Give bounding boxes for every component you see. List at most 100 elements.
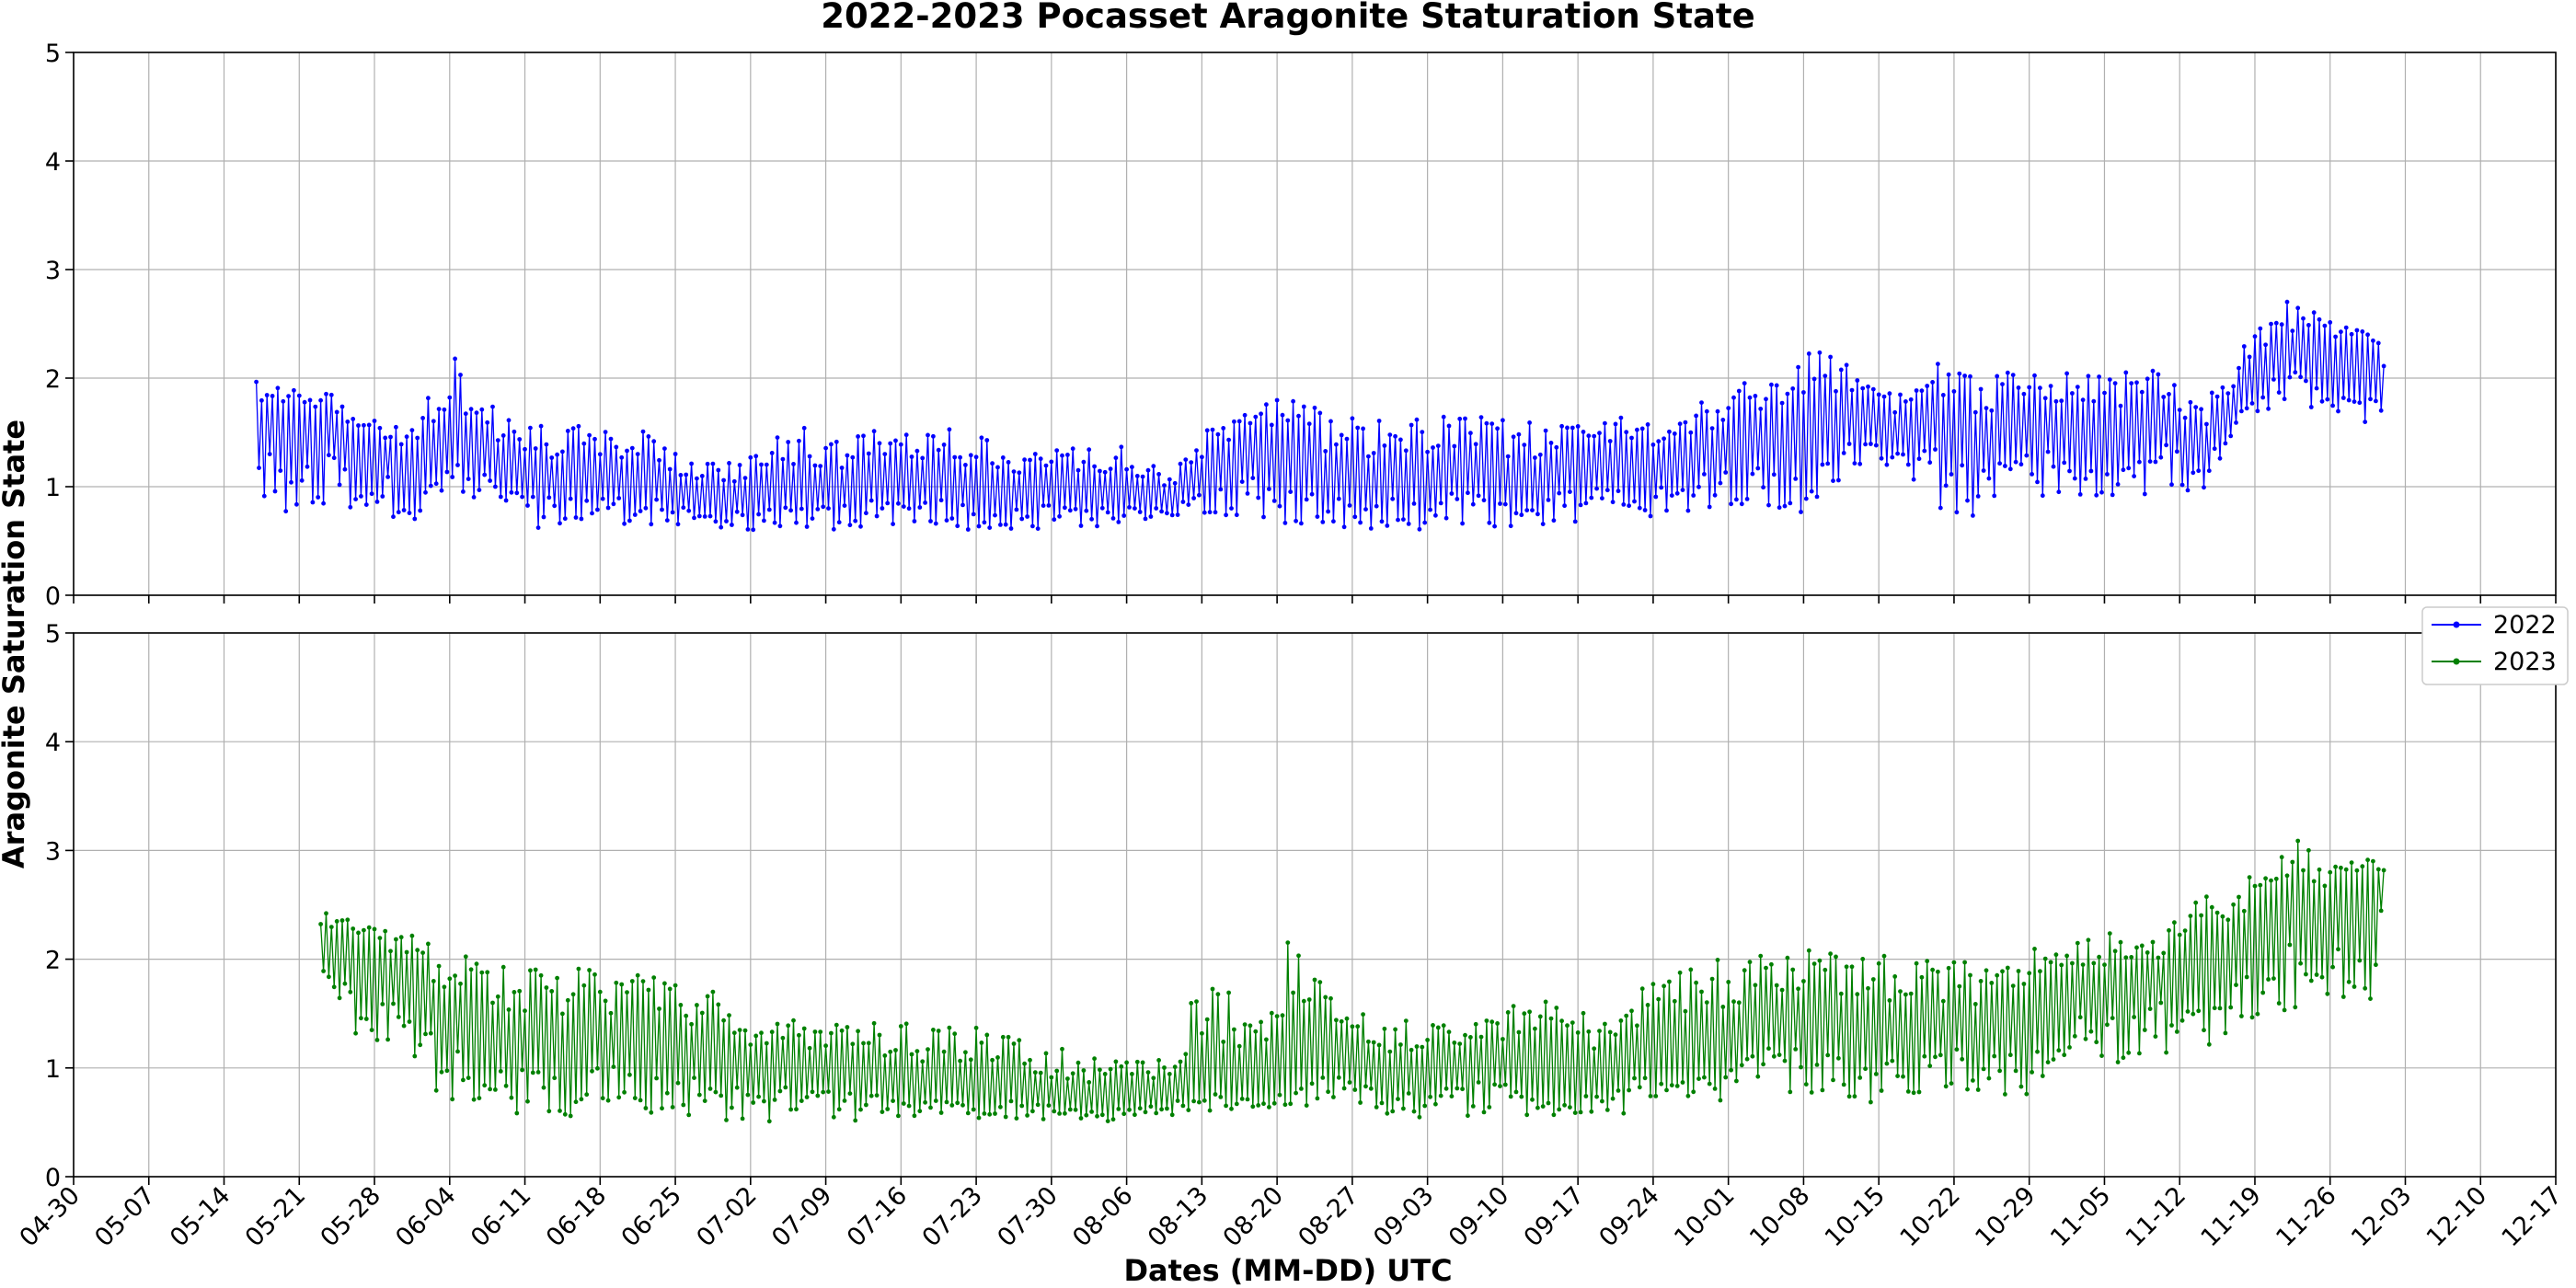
series-2022-point xyxy=(2273,320,2279,326)
series-2023-point xyxy=(1825,1052,1831,1058)
series-2023-point xyxy=(1169,1112,1175,1118)
series-2023-point xyxy=(1396,1097,1400,1101)
series-2023-point xyxy=(342,981,348,986)
series-2023-point xyxy=(1715,958,1720,962)
series-2023-point xyxy=(1267,1105,1271,1110)
series-2023-point xyxy=(1406,1091,1411,1096)
series-2023-point xyxy=(560,1011,565,1017)
series-2023-point xyxy=(573,1099,579,1105)
series-2022-point xyxy=(398,442,404,447)
series-2022-point xyxy=(1562,503,1567,509)
series-2022-point xyxy=(1403,448,1409,454)
series-2022-point xyxy=(2070,391,2075,396)
series-2023-point xyxy=(1277,1092,1282,1098)
series-2022-point xyxy=(1317,410,1323,416)
series-2022-point xyxy=(372,419,377,423)
series-2023-point xyxy=(880,1110,885,1114)
series-2023-point xyxy=(1916,1089,1922,1095)
series-2023-point xyxy=(1702,1075,1707,1080)
series-2023-point xyxy=(845,1025,850,1029)
x-tick-label: 07-16 xyxy=(842,1181,913,1252)
series-2023-point xyxy=(815,1093,821,1098)
series-2022-point xyxy=(2134,380,2139,385)
series-2022-point xyxy=(675,522,681,527)
series-2022-point xyxy=(1997,461,2003,466)
series-2022-point xyxy=(1213,510,1218,515)
series-2022-point xyxy=(450,475,455,479)
series-2022-point xyxy=(1583,500,1589,506)
series-2023-point xyxy=(812,1029,818,1034)
series-2022-point xyxy=(1178,461,1183,466)
series-2023-point xyxy=(1527,1009,1532,1015)
series-2022-point xyxy=(756,512,761,517)
series-2023-point xyxy=(1481,1110,1487,1115)
series-2022-point xyxy=(2129,381,2134,385)
series-2023-point xyxy=(696,1092,702,1098)
series-2023-point xyxy=(1172,1064,1178,1070)
y-tick-label: 1 xyxy=(45,1055,61,1084)
series-2022-point xyxy=(1672,431,1677,436)
series-2022-point xyxy=(2182,415,2188,420)
series-2023-point xyxy=(2145,950,2150,955)
series-2022-point xyxy=(1352,514,1358,520)
series-2023-point xyxy=(829,1030,834,1036)
series-2022-point xyxy=(1385,523,1390,528)
series-2023-point xyxy=(1656,996,1662,1002)
series-2022-point xyxy=(1607,439,1613,443)
series-2023-point xyxy=(1143,1110,1148,1115)
series-2023-point xyxy=(1130,1072,1134,1076)
series-2023-point xyxy=(2217,1006,2223,1011)
series-2023-point xyxy=(509,1095,514,1100)
series-2022-point xyxy=(885,500,891,506)
series-2023-point xyxy=(864,1102,868,1108)
series-2023-point xyxy=(1610,1096,1616,1101)
series-2022-point xyxy=(1301,404,1306,409)
series-2022-point xyxy=(2339,329,2343,335)
series-2022-point xyxy=(960,502,965,508)
series-2023-point xyxy=(2212,1006,2217,1011)
series-2023-point xyxy=(1992,1053,1997,1059)
series-2022-point xyxy=(2016,385,2021,390)
series-2022-point xyxy=(1863,442,1868,447)
series-2023-point xyxy=(2325,991,2330,996)
series-2022-point xyxy=(871,429,877,434)
series-2022-point xyxy=(455,463,460,467)
series-2023-point xyxy=(1466,1113,1470,1119)
series-2022-point xyxy=(2032,373,2037,378)
series-2023-point xyxy=(1581,1010,1586,1016)
series-2022-point xyxy=(1799,510,1803,514)
series-2022-point xyxy=(1433,512,1438,518)
series-2022-point xyxy=(926,432,930,438)
y-tick-label: 5 xyxy=(45,620,61,649)
series-2022-point xyxy=(2258,326,2263,331)
series-2023-point xyxy=(1133,1112,1137,1118)
series-2023-point xyxy=(960,1102,965,1108)
series-2022-point xyxy=(821,504,826,510)
series-2022-point xyxy=(2343,325,2349,330)
series-2023-point xyxy=(1433,1101,1438,1107)
series-2022-point xyxy=(493,484,498,489)
series-2022-point xyxy=(1248,420,1253,426)
x-tick-label: 12-17 xyxy=(2497,1181,2568,1252)
series-2023-point xyxy=(1557,1107,1562,1112)
series-2023-point xyxy=(1261,1101,1266,1107)
series-2022-point xyxy=(1971,513,1975,518)
series-2022-point xyxy=(1624,430,1629,435)
series-2022-point xyxy=(777,523,783,529)
series-2023-point xyxy=(608,1010,614,1016)
series-2022-point xyxy=(359,494,363,499)
series-2022-point xyxy=(1600,496,1604,500)
series-2023-point xyxy=(896,1113,901,1119)
series-2023-point xyxy=(2030,1070,2035,1075)
series-2023-point xyxy=(1707,1081,1712,1087)
series-2022-point xyxy=(1350,416,1355,421)
series-2022-point xyxy=(1879,455,1884,461)
series-2023-point xyxy=(740,1116,745,1121)
series-2023-point xyxy=(2340,995,2346,999)
series-2022-point xyxy=(990,461,995,466)
series-2023-point xyxy=(906,1103,912,1109)
series-2023-point xyxy=(777,1088,783,1094)
series-2022-point xyxy=(858,523,863,529)
series-2022-point xyxy=(1075,467,1081,473)
series-2022-point xyxy=(1336,496,1341,501)
